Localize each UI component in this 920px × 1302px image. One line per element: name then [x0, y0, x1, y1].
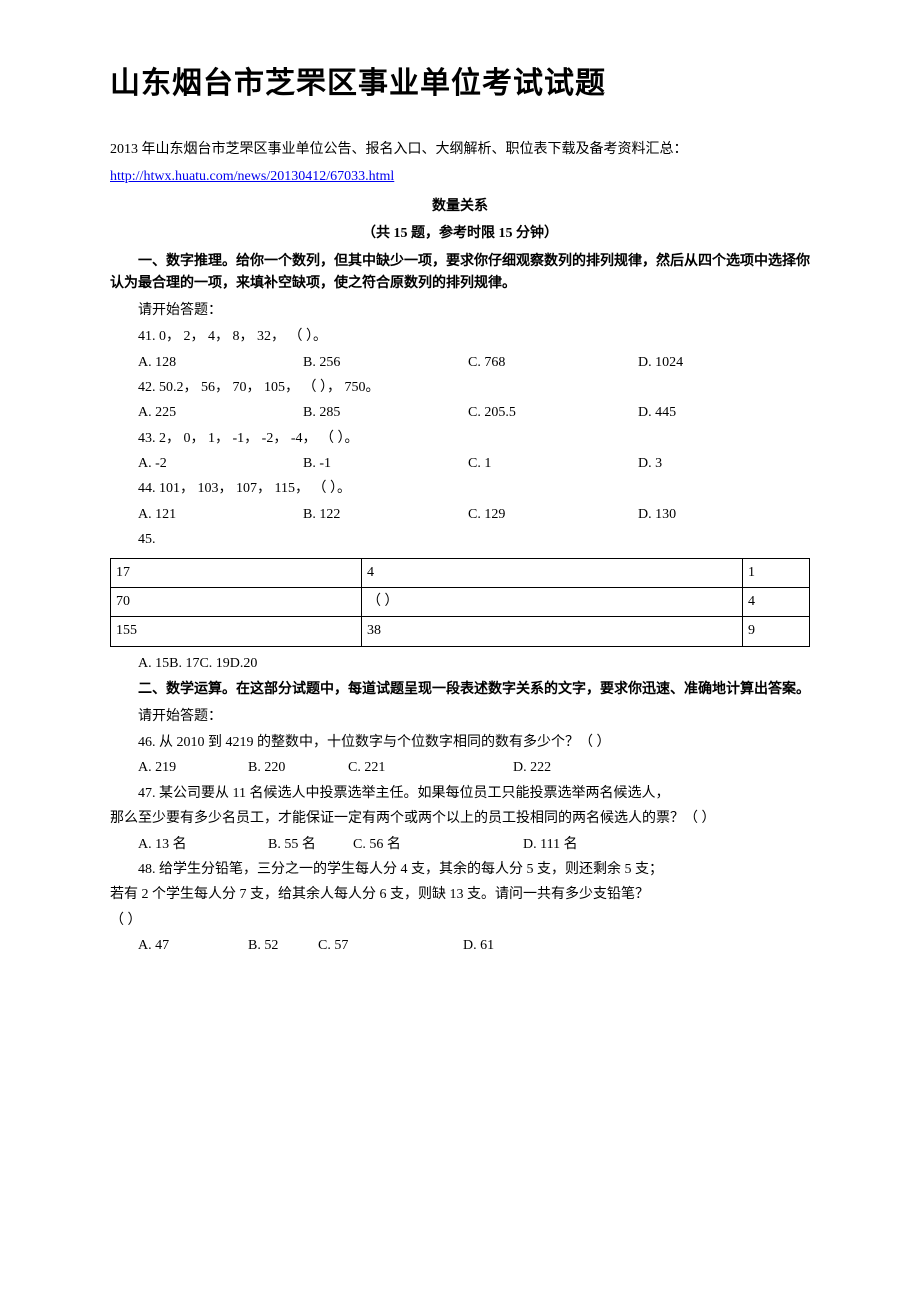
- q43-stem: 43. 2， 0， 1， -1， -2， -4， （ ）。: [110, 428, 810, 450]
- q41-opt-c: C. 768: [440, 352, 610, 374]
- q46-stem: 46. 从 2010 到 4219 的整数中，十位数字与个位数字相同的数有多少个…: [110, 732, 810, 754]
- q48-stem-line3: （ ）: [110, 910, 810, 932]
- table-row: 155 38 9: [111, 617, 810, 646]
- q41-opt-b: B. 256: [275, 352, 440, 374]
- q47-opt-c: C. 56 名: [325, 834, 495, 856]
- q47-stem-line1: 47. 某公司要从 11 名候选人中投票选举主任。如果每位员工只能投票选举两名候…: [110, 783, 810, 805]
- q48-opt-b: B. 52: [220, 935, 290, 957]
- part1-instructions: 一、数字推理。给你一个数列，但其中缺少一项，要求你仔细观察数列的排列规律，然后从…: [110, 251, 810, 296]
- table-cell: 17: [111, 558, 362, 587]
- q47-stem-line2: 那么至少要有多少名员工，才能保证一定有两个或两个以上的员工投相同的两名候选人的票…: [110, 808, 810, 830]
- q47-opt-d: D. 111 名: [495, 834, 590, 856]
- q43-opt-b: B. -1: [275, 453, 440, 475]
- q46-opt-c: C. 221: [320, 757, 485, 779]
- table-row: 70 （ ） 4: [111, 588, 810, 617]
- table-cell: 4: [743, 588, 810, 617]
- q44-opt-a: A. 121: [110, 504, 275, 526]
- q44-opt-d: D. 130: [610, 504, 676, 526]
- table-cell: 9: [743, 617, 810, 646]
- q43-opt-c: C. 1: [440, 453, 610, 475]
- q45-table: 17 4 1 70 （ ） 4 155 38 9: [110, 558, 810, 647]
- table-cell: 4: [362, 558, 743, 587]
- q44-opt-c: C. 129: [440, 504, 610, 526]
- q43-options: A. -2 B. -1 C. 1 D. 3: [110, 453, 810, 475]
- q48-opt-a: A. 47: [110, 935, 220, 957]
- q41-opt-d: D. 1024: [610, 352, 683, 374]
- q44-options: A. 121 B. 122 C. 129 D. 130: [110, 504, 810, 526]
- q48-stem-line1: 48. 给学生分铅笔，三分之一的学生每人分 4 支，其余的每人分 5 支，则还剩…: [110, 859, 810, 881]
- q43-opt-a: A. -2: [110, 453, 275, 475]
- table-row: 17 4 1: [111, 558, 810, 587]
- table-cell: 1: [743, 558, 810, 587]
- q42-opt-c: C. 205.5: [440, 402, 610, 424]
- document-page: 山东烟台市芝罘区事业单位考试试题 2013 年山东烟台市芝罘区事业单位公告、报名…: [110, 0, 810, 1001]
- q48-stem-line2: 若有 2 个学生每人分 7 支，给其余人每人分 6 支，则缺 13 支。请问一共…: [110, 884, 810, 906]
- q41-opt-a: A. 128: [110, 352, 275, 374]
- q42-opt-a: A. 225: [110, 402, 275, 424]
- q41-options: A. 128 B. 256 C. 768 D. 1024: [110, 352, 810, 374]
- intro-paragraph: 2013 年山东烟台市芝罘区事业单位公告、报名入口、大纲解析、职位表下载及备考资…: [110, 138, 810, 162]
- q45-options: A. 15B. 17C. 19D.20: [110, 653, 810, 675]
- start-prompt-2: 请开始答题：: [110, 706, 810, 728]
- q42-options: A. 225 B. 285 C. 205.5 D. 445: [110, 402, 810, 424]
- q44-stem: 44. 101， 103， 107， 115， （ ）。: [110, 478, 810, 500]
- q44-opt-b: B. 122: [275, 504, 440, 526]
- q46-opt-d: D. 222: [485, 757, 580, 779]
- q41-stem: 41. 0， 2， 4， 8， 32， （ ）。: [110, 326, 810, 348]
- q47-opt-b: B. 55 名: [240, 834, 325, 856]
- q48-opt-c: C. 57: [290, 935, 435, 957]
- q42-opt-d: D. 445: [610, 402, 676, 424]
- q42-opt-b: B. 285: [275, 402, 440, 424]
- q45-stem: 45.: [110, 529, 810, 551]
- section-title: 数量关系: [110, 196, 810, 218]
- table-cell: 38: [362, 617, 743, 646]
- part2-instructions: 二、数学运算。在这部分试题中，每道试题呈现一段表述数字关系的文字，要求你迅速、准…: [110, 679, 810, 701]
- table-cell: （ ）: [362, 588, 743, 617]
- start-prompt: 请开始答题：: [110, 300, 810, 322]
- reference-link[interactable]: http://htwx.huatu.com/news/20130412/6703…: [110, 169, 394, 184]
- q42-stem: 42. 50.2， 56， 70， 105， （ ）， 750。: [110, 377, 810, 399]
- page-title: 山东烟台市芝罘区事业单位考试试题: [110, 60, 810, 108]
- section-subtitle: （共 15 题，参考时限 15 分钟）: [110, 223, 810, 245]
- q47-opt-a: A. 13 名: [110, 834, 240, 856]
- q46-opt-b: B. 220: [220, 757, 320, 779]
- table-cell: 70: [111, 588, 362, 617]
- table-cell: 155: [111, 617, 362, 646]
- q43-opt-d: D. 3: [610, 453, 662, 475]
- q46-options: A. 219 B. 220 C. 221 D. 222: [110, 757, 810, 779]
- q48-options: A. 47 B. 52 C. 57 D. 61: [110, 935, 810, 957]
- q47-options: A. 13 名 B. 55 名 C. 56 名 D. 111 名: [110, 834, 810, 856]
- q48-opt-d: D. 61: [435, 935, 530, 957]
- q46-opt-a: A. 219: [110, 757, 220, 779]
